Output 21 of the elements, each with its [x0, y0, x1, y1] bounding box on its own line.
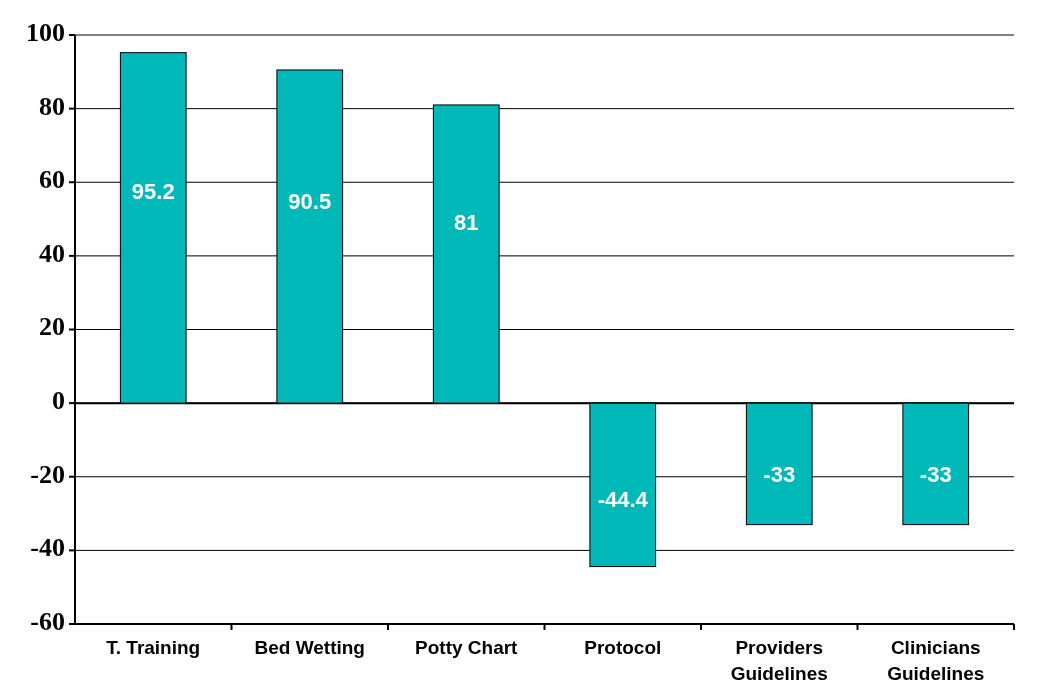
x-tick-label: Providers Guidelines — [730, 637, 828, 684]
y-tick-label: 60 — [39, 165, 65, 195]
y-tick-label: -40 — [30, 533, 65, 563]
data-label: 81 — [454, 210, 479, 236]
data-label: 95.2 — [131, 178, 175, 204]
y-tick-label: 40 — [39, 238, 65, 268]
data-label: 90.5 — [288, 189, 332, 215]
y-tick-label: -20 — [30, 459, 65, 489]
data-label: -33 — [763, 461, 796, 487]
x-tick-label: T. Training — [106, 637, 201, 658]
x-tick-label: Clinicians Guidelines — [887, 637, 985, 684]
y-tick-label: 80 — [39, 91, 65, 121]
y-tick-label: 0 — [52, 386, 65, 416]
y-tick-label: -60 — [30, 606, 65, 636]
y-tick-label: 20 — [39, 312, 65, 342]
data-label: -33 — [919, 461, 952, 487]
x-tick-label: Bed Wetting — [254, 637, 365, 658]
x-tick-label: Protocol — [584, 637, 662, 658]
y-tick-label: 100 — [26, 17, 65, 47]
x-tick-label: Potty Chart — [415, 637, 519, 658]
data-label: -44.4 — [597, 487, 649, 513]
